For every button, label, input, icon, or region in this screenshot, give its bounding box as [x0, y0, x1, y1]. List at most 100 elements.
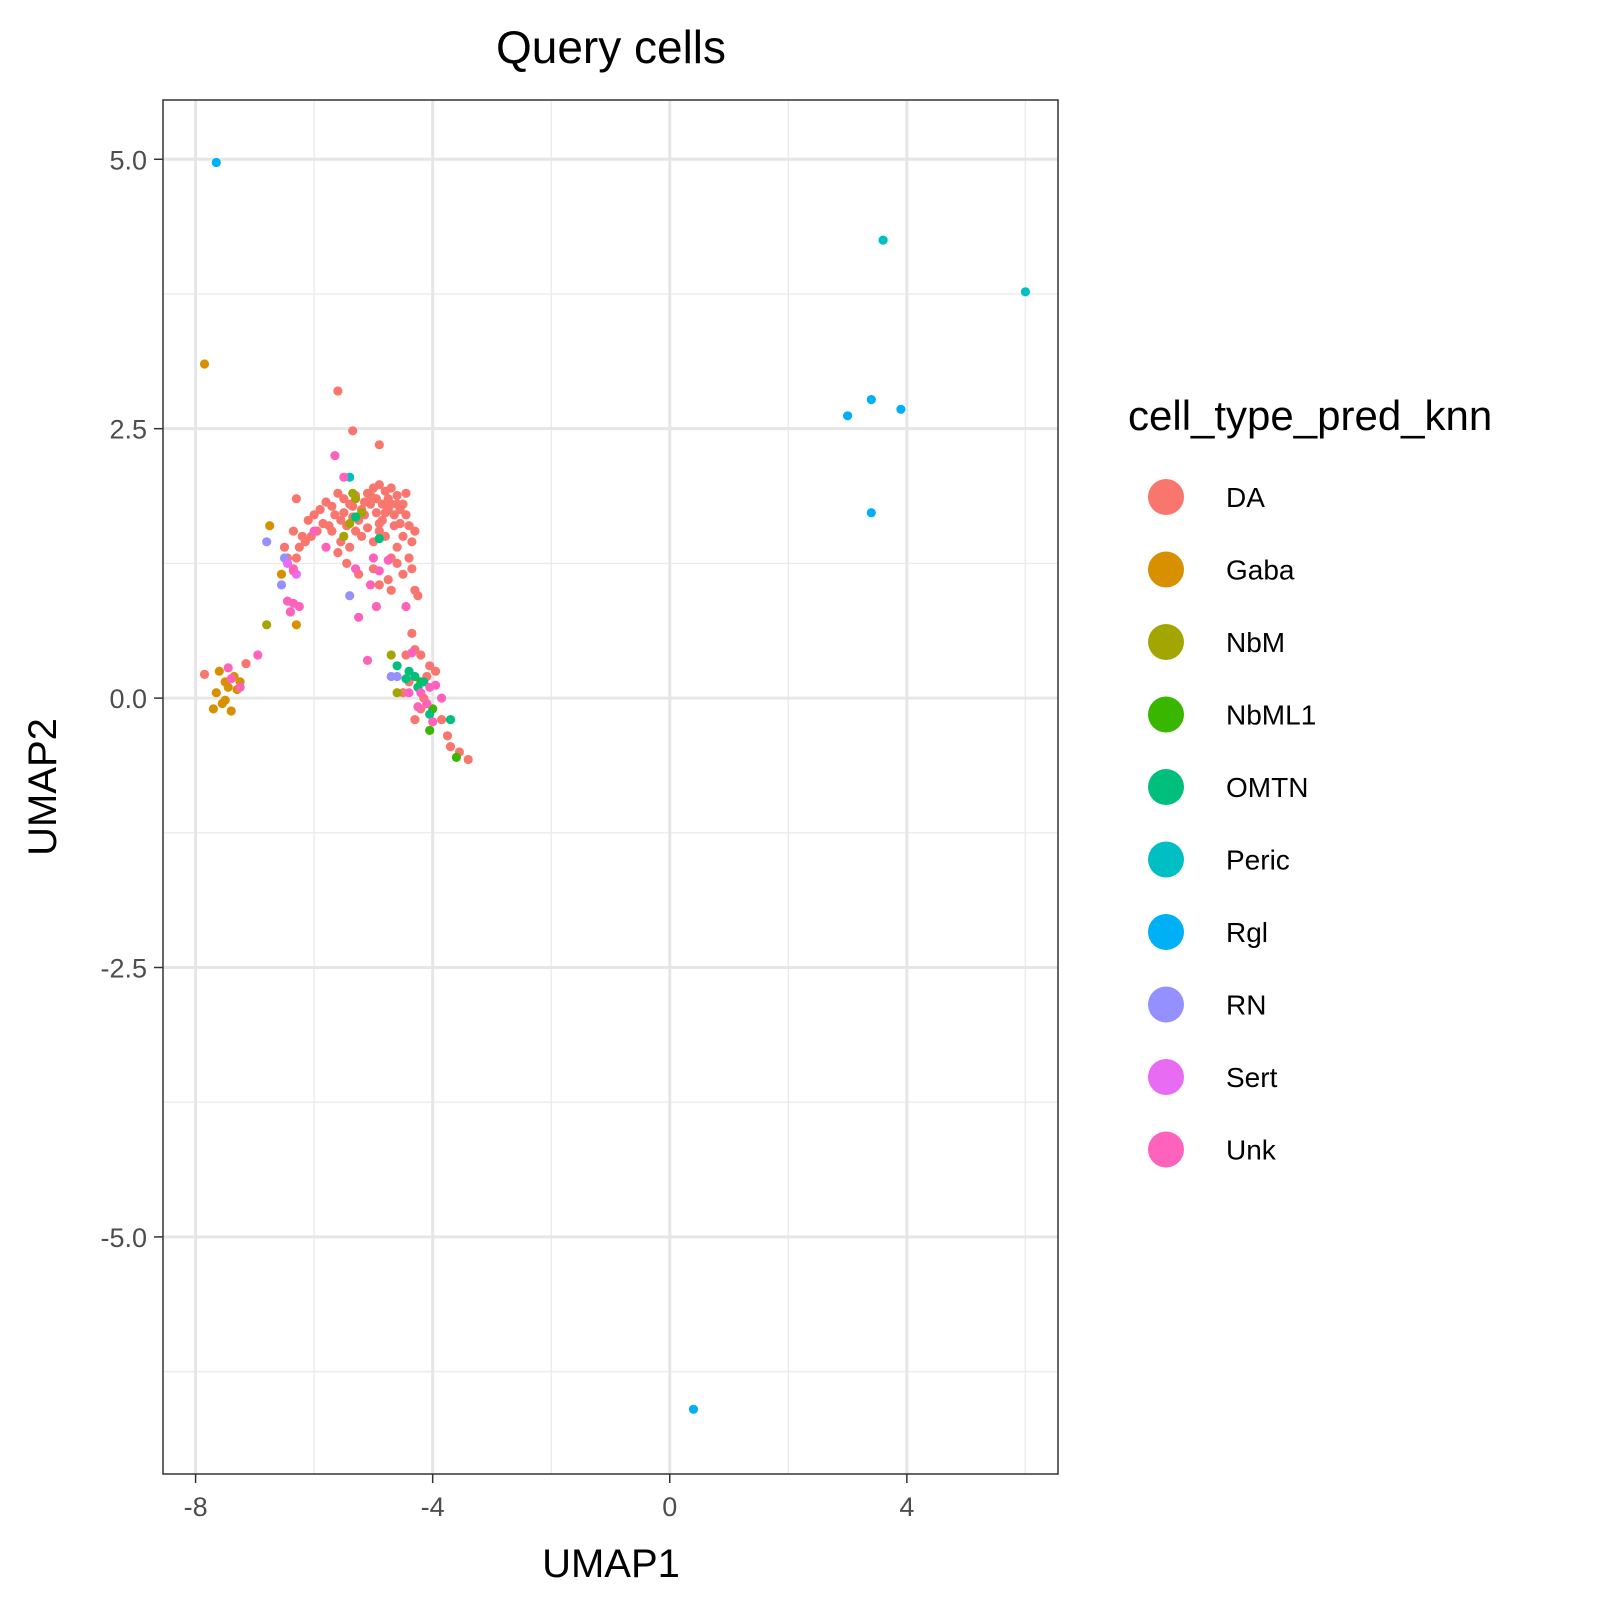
y-axis: 5.0 2.5 0.0 -2.5 -5.0 — [100, 145, 163, 1253]
point-unk — [339, 472, 349, 482]
point-da — [413, 591, 423, 601]
legend-label-unk: Unk — [1226, 1135, 1277, 1166]
point-da — [398, 531, 408, 542]
panel-border — [162, 99, 1059, 1475]
point-da — [392, 490, 402, 501]
point-da — [339, 508, 349, 518]
point-rgl — [866, 395, 876, 405]
point-da — [410, 526, 420, 536]
point-da — [300, 537, 310, 547]
point-da — [336, 515, 346, 525]
y-axis-title: UMAP2 — [21, 718, 65, 856]
x-tick-label: -4 — [421, 1492, 445, 1522]
point-da — [374, 440, 384, 450]
point-da — [362, 523, 373, 533]
point-omtn — [374, 534, 384, 544]
point-unk — [413, 702, 423, 712]
point-gaba — [276, 569, 287, 579]
y-tick-label: 5.0 — [109, 145, 147, 175]
point-unk — [235, 682, 245, 692]
point-da — [401, 488, 411, 498]
point-da — [374, 480, 384, 490]
point-da — [348, 501, 358, 511]
point-da — [431, 666, 441, 676]
point-gaba — [220, 695, 230, 705]
point-nbm — [392, 688, 402, 698]
point-unk — [374, 566, 384, 576]
point-da — [374, 518, 384, 529]
point-unk — [422, 698, 432, 709]
point-da — [327, 526, 337, 536]
point-rgl — [843, 411, 853, 421]
legend: cell_type_pred_knn DA Gaba NbM NbML1 OMTN Per… — [1128, 392, 1492, 1168]
x-tick-label: 4 — [899, 1492, 914, 1522]
point-da — [416, 650, 426, 660]
point-unk — [437, 693, 447, 703]
point-unk — [351, 564, 361, 574]
point-da — [371, 494, 381, 504]
point-da — [371, 508, 381, 518]
point-da — [404, 521, 414, 531]
point-da — [392, 542, 402, 552]
point-da — [398, 569, 408, 579]
point-da — [333, 488, 343, 498]
y-tick-label: 0.0 — [109, 684, 147, 714]
plot-panel — [162, 99, 1059, 1475]
x-tick-label: 0 — [662, 1492, 677, 1522]
point-nbm — [262, 620, 272, 630]
point-da — [383, 504, 393, 515]
point-rgl — [211, 157, 221, 168]
point-nbm — [351, 494, 361, 504]
point-unk — [428, 717, 438, 727]
point-da — [318, 518, 328, 529]
point-rn — [276, 580, 287, 590]
point-rn — [392, 671, 402, 682]
y-tick-label: -2.5 — [100, 954, 147, 984]
point-unk — [223, 663, 233, 673]
legend-key-rgl — [1148, 914, 1184, 950]
point-da — [374, 526, 384, 536]
point-unk — [416, 688, 426, 698]
point-da — [442, 731, 453, 741]
legend-label-sert: Sert — [1226, 1062, 1278, 1093]
legend-label-da: DA — [1226, 482, 1265, 513]
data-points — [199, 157, 1030, 1414]
legend-key-peric — [1148, 841, 1184, 878]
point-da — [407, 564, 417, 574]
point-rgl — [866, 508, 876, 518]
point-unk — [404, 688, 414, 698]
legend-key-gaba — [1148, 551, 1184, 588]
point-da — [333, 386, 343, 396]
point-peric — [878, 235, 888, 245]
point-da — [348, 426, 358, 436]
point-da — [294, 542, 304, 552]
point-da — [351, 526, 361, 536]
major-gridlines — [163, 100, 1058, 1474]
point-da — [199, 669, 210, 680]
point-da — [291, 494, 301, 504]
point-da — [425, 661, 435, 671]
legend-key-nbm — [1148, 624, 1184, 660]
point-da — [463, 754, 473, 765]
legend-label-gaba: Gaba — [1226, 555, 1295, 586]
point-unk — [285, 607, 295, 617]
point-omtn — [392, 661, 402, 671]
legend-label-rn: RN — [1226, 990, 1266, 1021]
point-da — [383, 575, 393, 585]
point-unk — [383, 555, 393, 565]
point-da — [404, 553, 414, 563]
x-axis-title: UMAP1 — [542, 1542, 680, 1586]
point-da — [445, 742, 456, 752]
point-da — [389, 521, 399, 531]
y-tick-label: -5.0 — [100, 1223, 147, 1253]
point-omtn — [351, 512, 361, 522]
point-da — [279, 542, 290, 552]
point-unk — [288, 564, 298, 574]
point-unk — [401, 601, 411, 612]
point-nbml1 — [425, 725, 435, 736]
legend-label-nbm: NbM — [1226, 627, 1285, 658]
point-nbm — [339, 531, 349, 542]
point-da — [407, 537, 417, 547]
point-unk — [330, 451, 340, 461]
